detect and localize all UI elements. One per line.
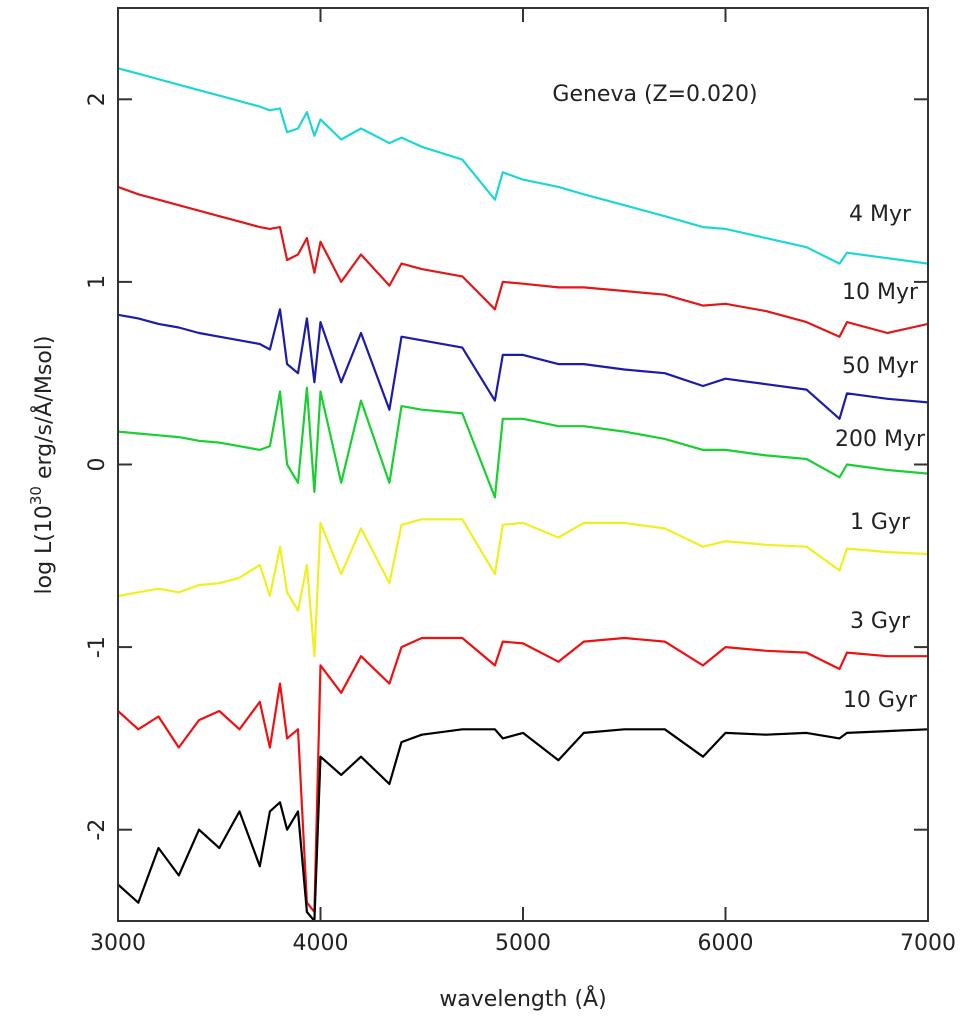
spectrum-line xyxy=(118,386,928,499)
y-tick-label: -2 xyxy=(85,819,110,841)
y-tick-label: 2 xyxy=(85,92,110,106)
series-label: 4 Myr xyxy=(849,202,912,227)
x-tick-label: 5000 xyxy=(495,931,551,956)
plot-area xyxy=(118,67,928,921)
series-label: 10 Myr xyxy=(842,280,919,305)
series-label: 200 Myr xyxy=(835,427,926,452)
x-tick-label: 3000 xyxy=(90,931,146,956)
x-tick-label: 6000 xyxy=(698,931,754,956)
series-label: 3 Gyr xyxy=(850,609,911,634)
y-axis-label: log L(1030 erg/s/Å/Msol) xyxy=(27,336,58,595)
spectrum-line xyxy=(118,728,928,921)
series-label: 50 Myr xyxy=(842,354,919,379)
spectrum-line xyxy=(118,185,928,338)
y-tick-label: 1 xyxy=(85,275,110,289)
x-axis-label: wavelength (Å) xyxy=(439,985,606,1012)
x-tick-label: 7000 xyxy=(900,931,956,956)
spectrum-line xyxy=(118,308,928,420)
y-axis-label-part: erg/s/Å/Msol) xyxy=(30,336,57,487)
spectrum-line xyxy=(118,636,928,913)
spectrum-line xyxy=(118,518,928,658)
y-tick-label: -1 xyxy=(85,636,110,658)
series-label: 10 Gyr xyxy=(843,688,918,713)
spectrum-line xyxy=(118,67,928,265)
x-tick-label: 4000 xyxy=(293,931,349,956)
y-axis-label-part: log L(10 xyxy=(32,505,57,594)
annotation: Geneva (Z=0.020) xyxy=(552,82,757,107)
y-axis-label-sup: 30 xyxy=(27,486,45,505)
y-tick-label: 0 xyxy=(85,458,110,472)
series-label: 1 Gyr xyxy=(850,510,911,535)
